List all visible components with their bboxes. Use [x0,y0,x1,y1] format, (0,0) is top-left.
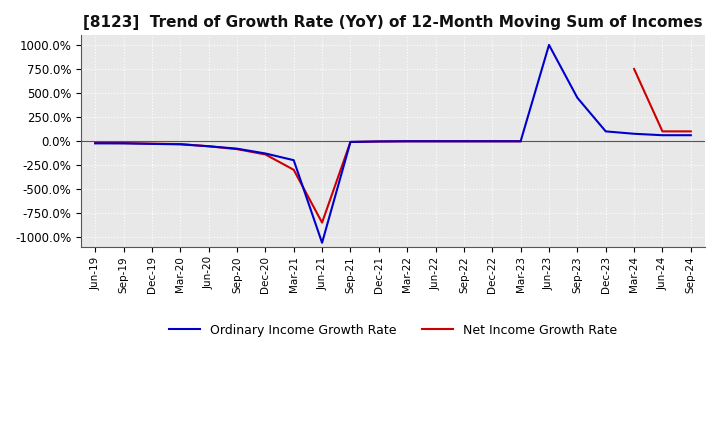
Ordinary Income Growth Rate [204,143,213,149]
Net Income Growth Rate [630,66,639,72]
Net Income Growth Rate [120,140,128,146]
Line: Ordinary Income Growth Rate: Ordinary Income Growth Rate [95,45,690,243]
Net Income Growth Rate [204,143,213,149]
Ordinary Income Growth Rate [346,139,355,145]
Net Income Growth Rate [261,152,270,157]
Net Income Growth Rate [431,139,440,144]
Ordinary Income Growth Rate [686,132,695,138]
Net Income Growth Rate [686,129,695,134]
Ordinary Income Growth Rate [233,146,241,151]
Ordinary Income Growth Rate [148,141,156,147]
Ordinary Income Growth Rate [544,42,553,48]
Title: [8123]  Trend of Growth Rate (YoY) of 12-Month Moving Sum of Incomes: [8123] Trend of Growth Rate (YoY) of 12-… [84,15,703,30]
Net Income Growth Rate [91,140,99,146]
Ordinary Income Growth Rate [488,139,497,144]
Net Income Growth Rate [233,147,241,152]
Net Income Growth Rate [318,220,326,225]
Ordinary Income Growth Rate [516,139,525,144]
Ordinary Income Growth Rate [91,141,99,146]
Ordinary Income Growth Rate [573,95,582,100]
Ordinary Income Growth Rate [261,151,270,156]
Ordinary Income Growth Rate [176,142,184,147]
Ordinary Income Growth Rate [289,158,298,163]
Net Income Growth Rate [459,139,468,144]
Ordinary Income Growth Rate [658,132,667,138]
Ordinary Income Growth Rate [431,139,440,144]
Net Income Growth Rate [516,139,525,144]
Line: Net Income Growth Rate: Net Income Growth Rate [95,69,690,223]
Net Income Growth Rate [403,139,412,144]
Ordinary Income Growth Rate [120,141,128,146]
Ordinary Income Growth Rate [601,129,610,134]
Net Income Growth Rate [176,141,184,147]
Net Income Growth Rate [148,141,156,147]
Ordinary Income Growth Rate [374,139,383,144]
Legend: Ordinary Income Growth Rate, Net Income Growth Rate: Ordinary Income Growth Rate, Net Income … [164,319,622,342]
Net Income Growth Rate [488,139,497,144]
Ordinary Income Growth Rate [459,139,468,144]
Ordinary Income Growth Rate [318,240,326,246]
Ordinary Income Growth Rate [630,131,639,136]
Net Income Growth Rate [289,167,298,172]
Ordinary Income Growth Rate [403,139,412,144]
Net Income Growth Rate [346,139,355,145]
Net Income Growth Rate [374,139,383,144]
Net Income Growth Rate [658,129,667,134]
